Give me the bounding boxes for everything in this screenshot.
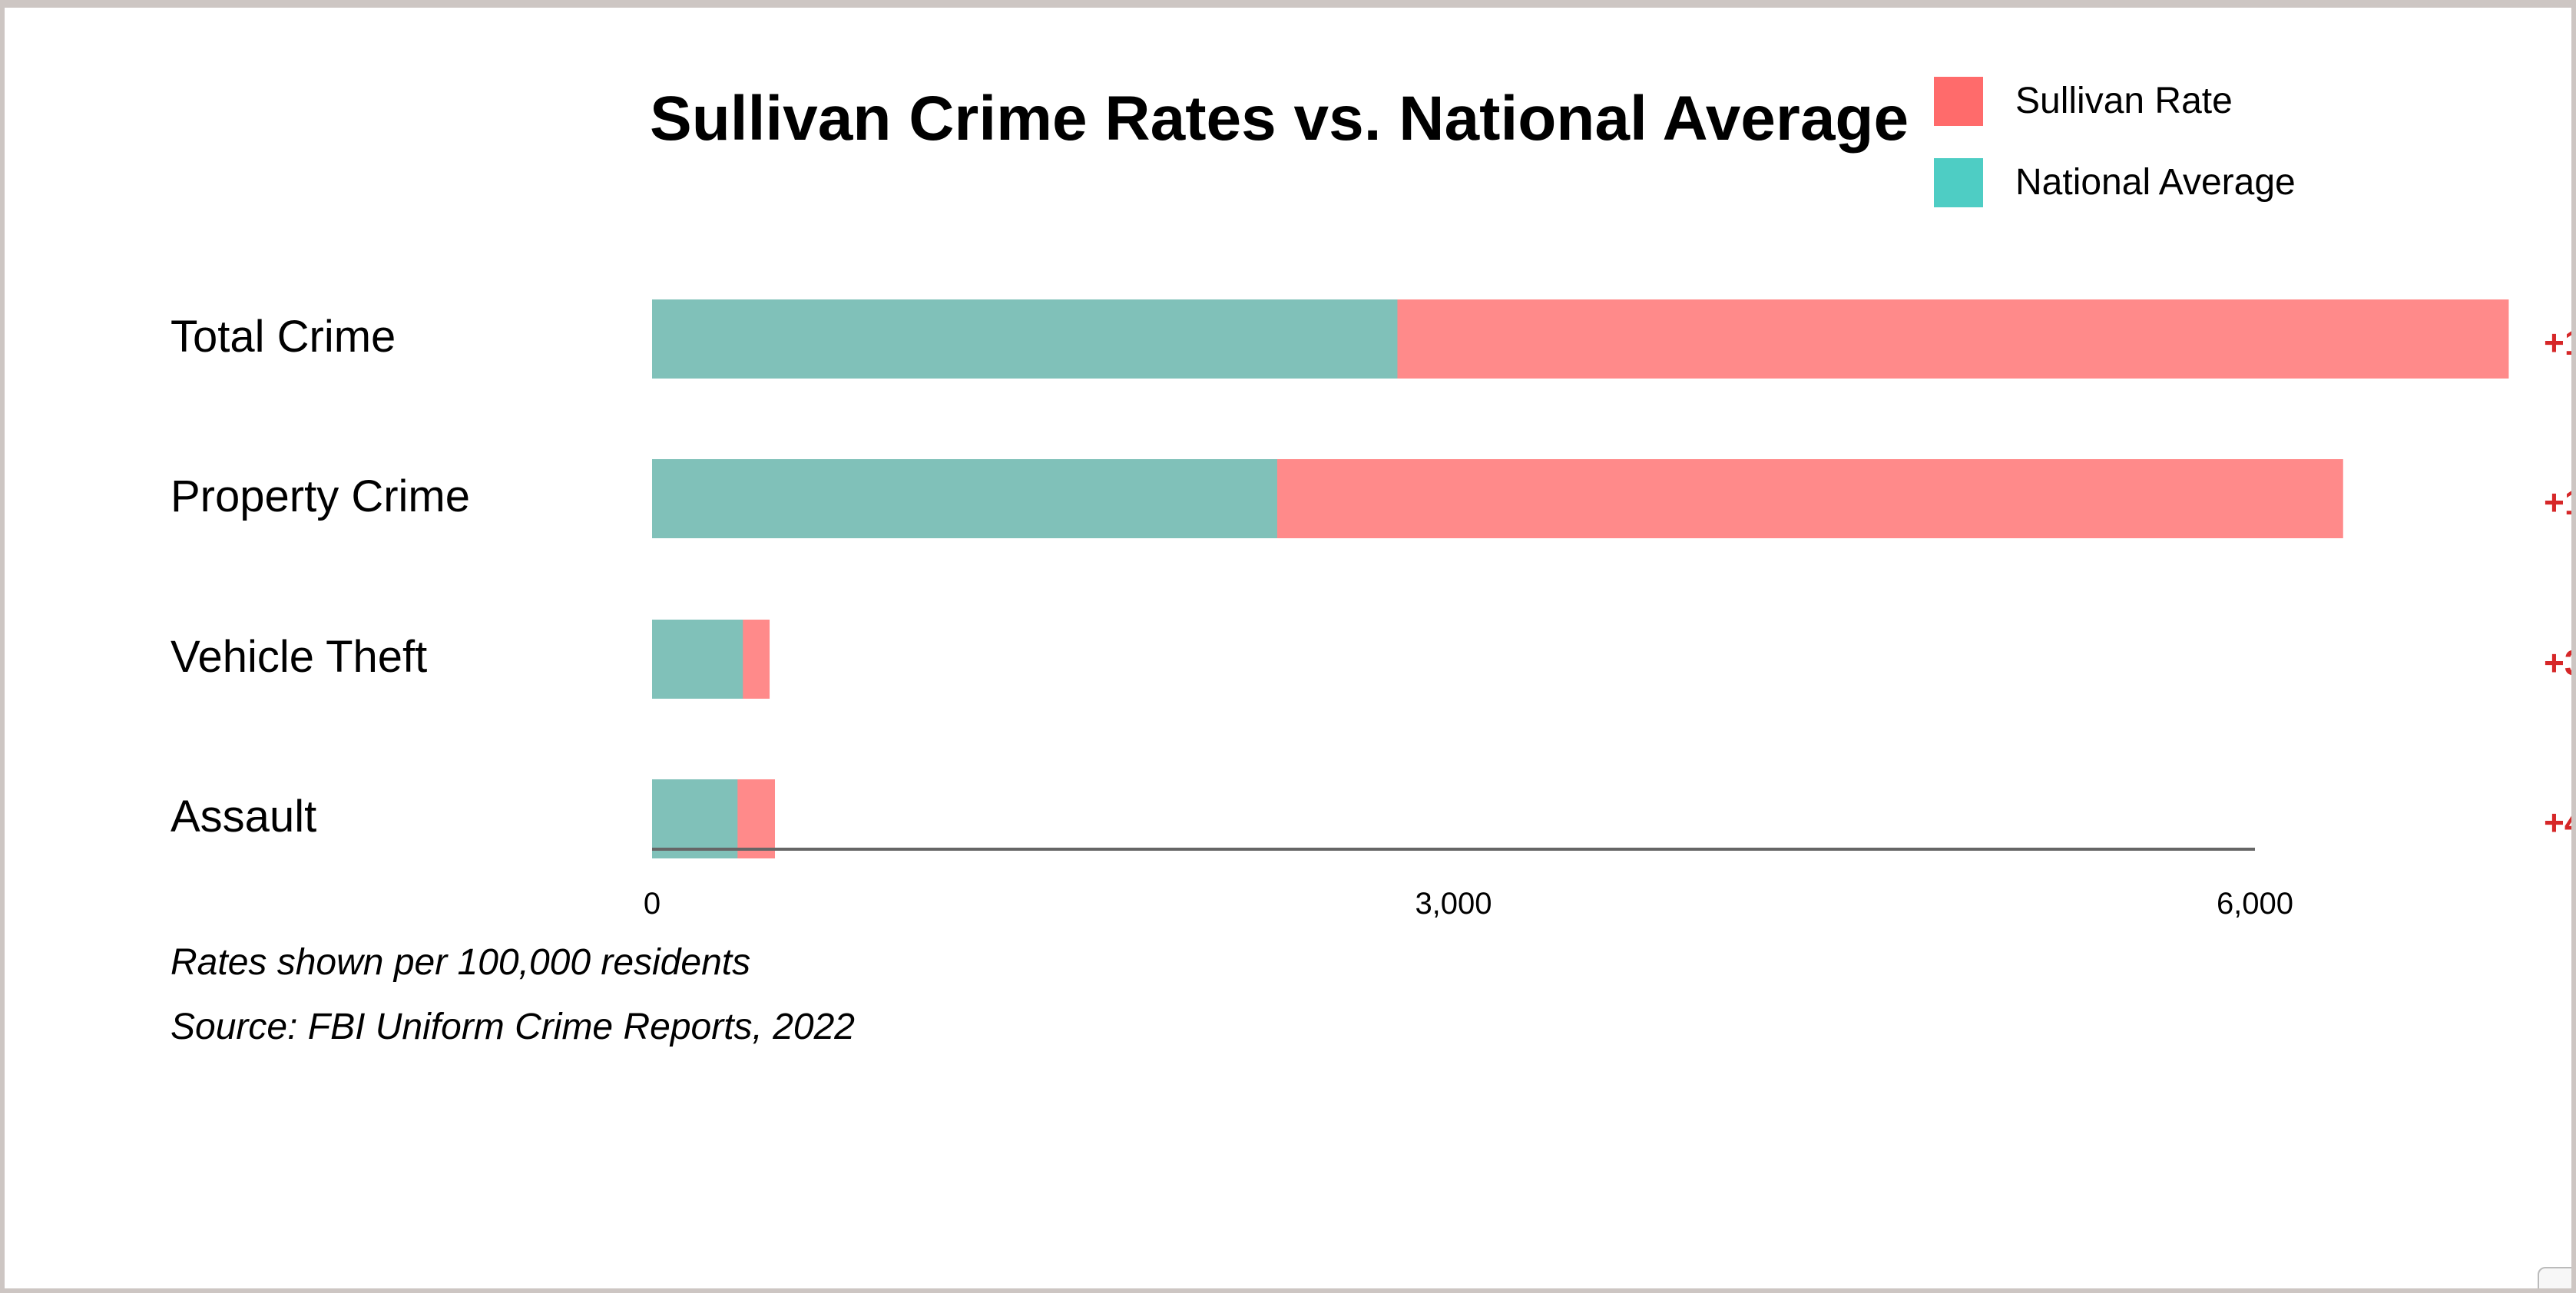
legend-label-sullivan: Sullivan Rate — [2015, 81, 2233, 121]
x-tick-label: 6,000 — [2217, 887, 2293, 921]
difference-label-property-crime: +1 — [2544, 482, 2576, 522]
x-tick-label: 3,000 — [1415, 887, 1492, 921]
bar-national-vehicle-theft — [652, 620, 743, 699]
legend-swatch-national — [1934, 158, 1983, 207]
corner-widget — [2538, 1267, 2571, 1288]
category-label-property-crime: Property Crime — [171, 471, 470, 521]
difference-label-assault: +4 — [2544, 802, 2576, 842]
difference-label-vehicle-theft: +3 — [2544, 643, 2576, 683]
chart-title: Sullivan Crime Rates vs. National Averag… — [650, 84, 1909, 154]
bar-national-total-crime — [652, 299, 1398, 379]
difference-label-total-crime: +1 — [2544, 322, 2576, 362]
bar-chart: Total Crime +1 Property Crime +1 Vehicle The… — [171, 299, 2576, 921]
x-tick-label: 0 — [644, 887, 661, 921]
category-label-vehicle-theft: Vehicle Theft — [171, 632, 427, 682]
category-label-assault: Assault — [171, 792, 316, 842]
bar-national-assault — [652, 779, 738, 858]
footnote-rates: Rates shown per 100,000 residents — [171, 942, 751, 983]
footnote-source: Source: FBI Uniform Crime Reports, 2022 — [171, 1007, 855, 1047]
category-label-total-crime: Total Crime — [171, 312, 396, 362]
legend-label-national: National Average — [2015, 162, 2296, 203]
legend-swatch-sullivan — [1934, 77, 1983, 126]
bar-national-property-crime — [652, 459, 1277, 538]
